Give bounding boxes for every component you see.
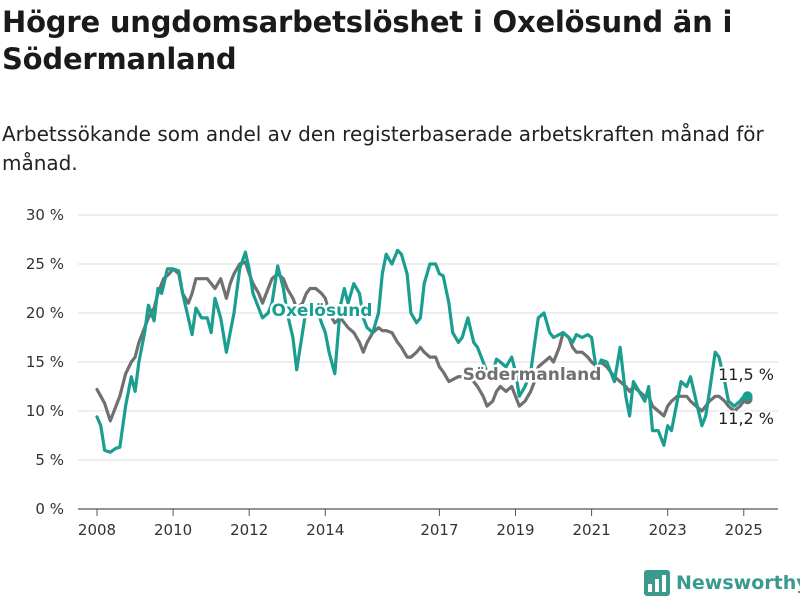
y-tick-label: 5 % <box>35 451 64 469</box>
chart-title: Högre ungdomsarbetslöshet i Oxelösund än… <box>2 5 733 76</box>
brand-name: Newsworthy <box>676 572 800 594</box>
x-tick-label: 2023 <box>649 521 687 539</box>
series-end-point-oxelösund <box>742 391 753 402</box>
x-tick-label: 2010 <box>154 521 192 539</box>
x-tick-label: 2014 <box>306 521 344 539</box>
y-tick-label: 0 % <box>35 500 64 518</box>
y-axis-ticks: 0 % 5 % 10 % 15 % 20 % 25 % 30 % <box>26 206 64 518</box>
y-tick-label: 15 % <box>26 353 64 371</box>
x-tick-label: 2019 <box>496 521 534 539</box>
end-label-oxelosund: 11,5 % <box>718 365 774 384</box>
x-tick-label: 2017 <box>420 521 458 539</box>
x-tick-label: 2025 <box>725 521 763 539</box>
y-tick-label: 30 % <box>26 206 64 224</box>
x-tick-label: 2008 <box>78 521 116 539</box>
y-tick-label: 25 % <box>26 255 64 273</box>
x-axis: 2008 2010 2012 2014 2017 2019 2021 2023 2025 <box>78 509 763 539</box>
series-lines <box>95 248 753 454</box>
y-tick-label: 10 % <box>26 402 64 420</box>
gridlines <box>78 214 778 510</box>
series-label-oxelosund: Oxelösund <box>272 301 373 321</box>
newsworthy-logo-icon <box>644 570 670 596</box>
chart-subtitle: Arbetssökande som andel av den registerb… <box>2 122 764 175</box>
end-label-sodermanland: 11,2 % <box>718 409 774 428</box>
x-tick-label: 2012 <box>230 521 268 539</box>
series-line-oxelösund <box>95 248 750 454</box>
x-tick-label: 2021 <box>572 521 610 539</box>
y-tick-label: 20 % <box>26 304 64 322</box>
series-labels: Oxelösund Södermanland 11,5 % 11,2 % <box>269 299 776 431</box>
series-label-sodermanland: Södermanland <box>463 365 602 385</box>
brand-logo: Newsworthy <box>644 568 800 598</box>
